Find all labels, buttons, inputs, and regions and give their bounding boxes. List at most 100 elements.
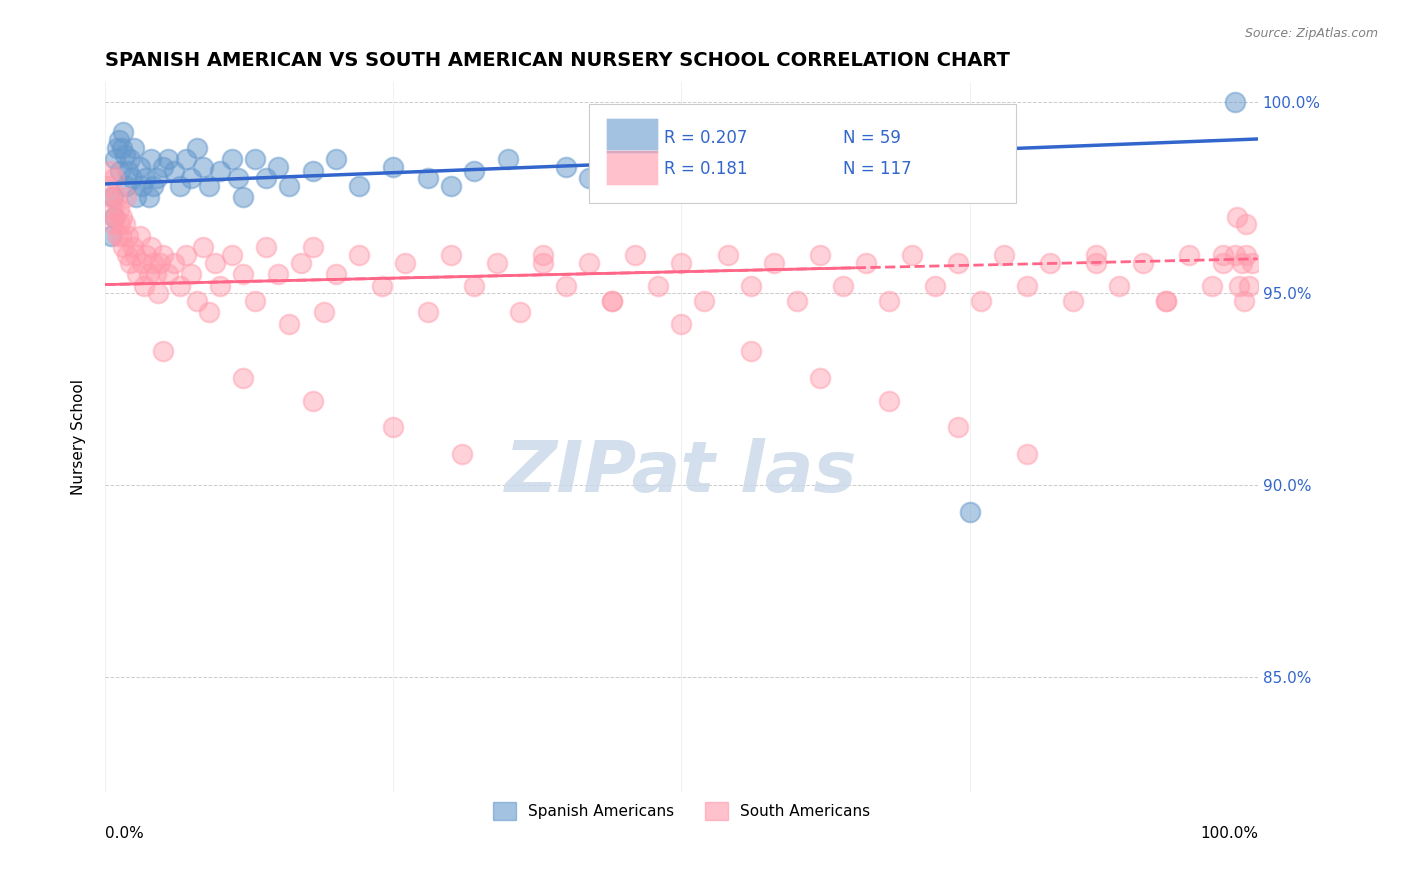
Point [451,447,474,461]
Point [416,305,439,319]
Point [301,240,323,254]
Point [1085,255,1108,269]
Y-axis label: Nursery School: Nursery School [72,379,86,495]
Point [1132,255,1154,269]
Text: R = 0.207: R = 0.207 [664,128,748,146]
Point [128,160,150,174]
Point [145,267,167,281]
Point [142,255,165,269]
Point [970,293,993,308]
Point [114,217,136,231]
Point [101,217,124,231]
Point [347,178,370,193]
Point [1201,278,1223,293]
Text: Source: ZipAtlas.com: Source: ZipAtlas.com [1244,27,1378,40]
Point [831,278,853,293]
Point [103,171,125,186]
Point [1223,95,1246,109]
Point [108,163,131,178]
Point [101,190,124,204]
Point [728,140,751,154]
Point [1223,248,1246,262]
Point [134,278,156,293]
Point [138,190,160,204]
Point [152,248,174,262]
Point [808,248,831,262]
Point [671,317,693,331]
Point [121,240,143,254]
Point [121,171,143,186]
Point [232,190,254,204]
Text: N = 117: N = 117 [842,160,911,178]
Point [120,152,142,166]
Point [139,152,162,166]
Text: R = 0.181: R = 0.181 [664,160,748,178]
Point [278,317,301,331]
Point [877,293,900,308]
Point [301,163,323,178]
Point [169,178,191,193]
Point [104,152,127,166]
Point [107,228,129,243]
Point [163,163,186,178]
Point [254,240,277,254]
Point [1237,278,1260,293]
Point [509,305,531,319]
Point [117,228,139,243]
Point [267,267,290,281]
Point [278,178,301,193]
Point [485,255,508,269]
Point [186,140,208,154]
Point [204,255,226,269]
Point [901,152,924,166]
Point [127,267,149,281]
Point [740,278,762,293]
Point [101,202,124,216]
FancyBboxPatch shape [606,150,658,186]
Point [993,248,1015,262]
Point [128,228,150,243]
Point [232,370,254,384]
Point [111,210,134,224]
Point [157,152,180,166]
Point [325,267,347,281]
Point [1234,217,1257,231]
Point [97,178,120,193]
Point [108,133,131,147]
Point [146,171,169,186]
Point [1062,293,1084,308]
Point [498,152,520,166]
Point [600,293,623,308]
Point [138,267,160,281]
Point [114,148,136,162]
Point [115,248,138,262]
Point [647,278,669,293]
Point [531,248,554,262]
Text: N = 59: N = 59 [842,128,901,146]
Point [671,255,693,269]
Point [105,190,128,204]
Point [877,393,900,408]
Point [1017,447,1039,461]
Point [131,255,153,269]
Point [613,163,636,178]
Point [624,248,647,262]
Point [197,305,219,319]
Point [1230,255,1253,269]
Point [174,248,197,262]
Point [740,343,762,358]
Point [122,140,145,154]
Point [197,178,219,193]
Point [114,178,136,193]
Point [716,248,738,262]
Point [463,163,485,178]
Point [808,370,831,384]
Legend: Spanish Americans, South Americans: Spanish Americans, South Americans [486,796,876,827]
Point [180,171,202,186]
Point [1212,255,1234,269]
Point [1039,255,1062,269]
Point [169,278,191,293]
Point [174,152,197,166]
Point [108,217,131,231]
Point [762,255,785,269]
